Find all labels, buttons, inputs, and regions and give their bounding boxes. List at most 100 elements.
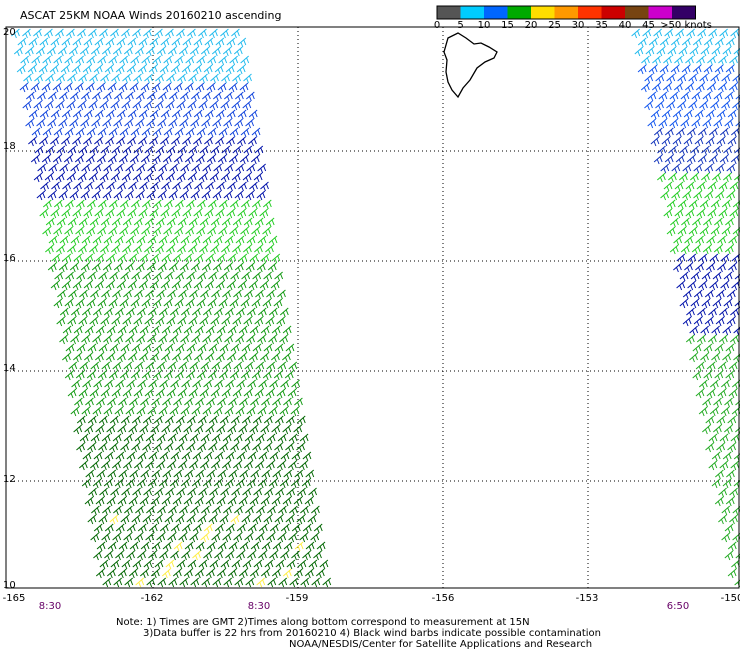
lat-label-12: 12 (3, 474, 16, 485)
wind-barb (159, 64, 169, 75)
wind-barb (678, 172, 688, 183)
wind-barb (263, 442, 272, 453)
wind-barb (207, 127, 217, 138)
wind-barb (703, 37, 713, 48)
wind-barb (197, 271, 207, 282)
wind-barb (183, 568, 193, 579)
wind-barb (701, 145, 710, 156)
wind-barb (146, 190, 156, 201)
wind-barb (263, 271, 273, 282)
wind-barb (65, 343, 75, 354)
wind-barb (47, 118, 57, 129)
wind-barb (289, 577, 299, 588)
wind-barb (711, 46, 721, 57)
wind-barb (219, 271, 229, 282)
wind-barb (245, 91, 255, 102)
wind-barb (203, 379, 213, 390)
wind-barb (110, 100, 120, 111)
wind-barb (145, 289, 154, 300)
wind-barb (220, 172, 230, 183)
wind-barb (229, 55, 239, 66)
wind-barb (106, 496, 116, 507)
wind-barb (224, 235, 234, 246)
wind-barb (146, 577, 156, 588)
wind-barb (196, 370, 206, 381)
wind-barb (178, 361, 188, 372)
wind-barb (126, 451, 136, 462)
wind-barb (83, 208, 93, 219)
wind-barb (45, 217, 55, 228)
wind-barb (194, 424, 204, 435)
wind-barb (211, 361, 221, 372)
wind-barb (726, 190, 736, 201)
wind-barb (221, 145, 231, 156)
wind-barb (155, 316, 165, 327)
wind-barb (217, 541, 227, 552)
wind-barb (674, 55, 683, 66)
wind-barb (143, 100, 153, 111)
wind-barb (704, 316, 714, 327)
wind-barb (695, 82, 705, 93)
lon-label-159: -159 (285, 593, 309, 604)
wind-barb (257, 406, 267, 417)
wind-barb (181, 451, 191, 462)
wind-barb (260, 253, 270, 264)
wind-barb (127, 208, 137, 219)
wind-barb (237, 109, 247, 120)
wind-barb (731, 559, 740, 570)
wind-barb (157, 262, 167, 273)
wind-barb (203, 550, 212, 561)
wind-barb (181, 550, 190, 561)
wind-barb (61, 136, 70, 147)
wind-barb (692, 343, 702, 354)
wind-barb (177, 145, 187, 156)
wind-barb (226, 280, 236, 291)
wind-barb (110, 172, 120, 183)
wind-barb (171, 352, 181, 363)
wind-barb (667, 172, 677, 183)
wind-barb (655, 73, 665, 84)
wind-barb (46, 46, 56, 57)
wind-barb (233, 532, 243, 543)
wind-barb (200, 433, 210, 444)
wind-barb (152, 55, 162, 66)
wind-barb (217, 397, 226, 408)
wind-barb (106, 181, 115, 192)
wind-barb (222, 361, 232, 372)
wind-barb (263, 514, 273, 525)
wind-barb (68, 289, 77, 300)
wind-barb (136, 334, 145, 345)
wind-barb (144, 316, 154, 327)
wind-barb (127, 136, 136, 147)
wind-barb (105, 109, 115, 120)
wind-barb (84, 325, 94, 336)
lat-label-18: 18 (3, 141, 16, 152)
wind-barb (703, 217, 712, 228)
wind-barb (194, 568, 204, 579)
wind-barb (245, 505, 254, 516)
wind-barb (165, 28, 174, 39)
wind-barb (230, 271, 240, 282)
wind-barb (688, 73, 698, 84)
wind-barb (175, 514, 185, 525)
wind-barb (259, 352, 269, 363)
wind-barb (267, 505, 276, 516)
wind-barb (187, 100, 197, 111)
wind-barb (146, 118, 156, 129)
wind-barb (730, 460, 740, 471)
wind-barb (136, 163, 146, 174)
wind-barb (206, 154, 216, 165)
wind-barb (247, 451, 257, 462)
wind-barb (144, 244, 153, 255)
wind-barb (78, 460, 88, 471)
wind-barb (185, 199, 195, 210)
wind-barb (207, 298, 217, 309)
wind-barb (44, 100, 54, 111)
wind-barb (150, 181, 159, 192)
colorbar-swatch (672, 6, 696, 19)
wind-barb (219, 442, 228, 453)
wind-barb (149, 109, 159, 120)
wind-barb (269, 379, 279, 390)
wind-barb (136, 406, 146, 417)
wind-barb (683, 136, 693, 147)
